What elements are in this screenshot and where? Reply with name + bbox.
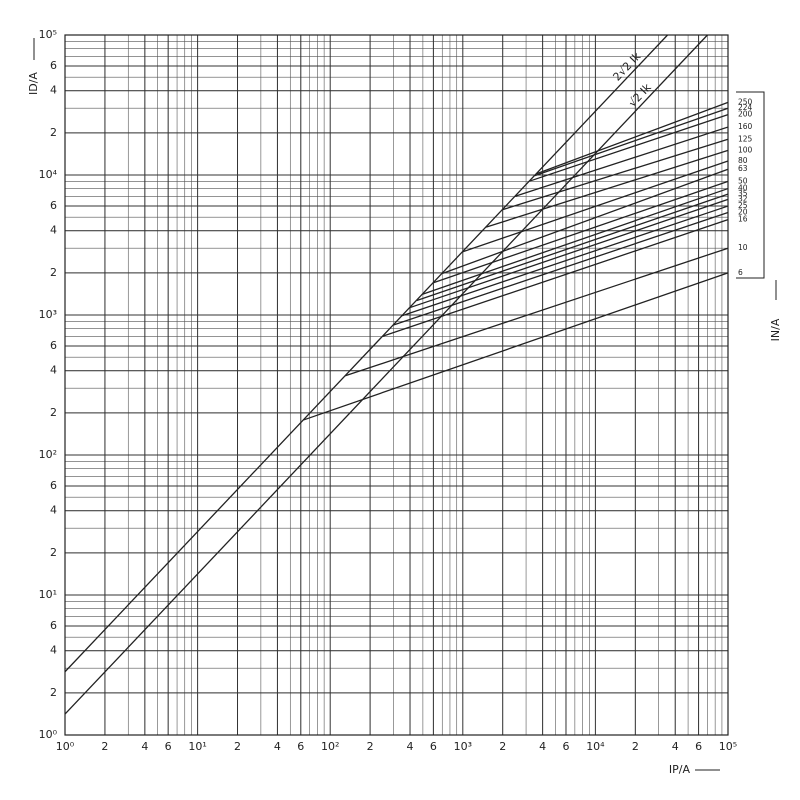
y-tick-label: 2 — [50, 406, 57, 419]
legend-label: 20 — [738, 207, 748, 216]
y-tick-label: 4 — [50, 224, 57, 237]
x-tick-label: 4 — [141, 740, 148, 753]
series-line — [534, 107, 729, 177]
y-tick-label: 6 — [50, 59, 57, 72]
x-tick-label: 10⁵ — [719, 740, 737, 753]
legend-label: 160 — [738, 122, 753, 131]
x-tick-label: 2 — [367, 740, 374, 753]
series-line — [485, 149, 729, 228]
legend-label: 250 — [738, 97, 753, 106]
x-tick-label: 10³ — [454, 740, 472, 753]
series-line — [393, 211, 729, 326]
series-line — [422, 187, 729, 295]
legend-label: 10 — [738, 243, 748, 252]
y2-axis-title: IN/A — [769, 318, 782, 341]
y-tick-label: 2 — [50, 126, 57, 139]
x-tick-label: 6 — [562, 740, 569, 753]
series-line — [303, 272, 729, 421]
y-tick-label: 6 — [50, 479, 57, 492]
series-line — [402, 205, 729, 317]
y-tick-label: 2 — [50, 266, 57, 279]
plot-frame — [64, 34, 729, 736]
x-tick-label: 4 — [274, 740, 281, 753]
series-line — [529, 113, 729, 182]
x-tick-label: 10⁰ — [56, 740, 75, 753]
legend-label: 35 — [738, 189, 748, 198]
legend-label: 25 — [738, 201, 748, 210]
series-line — [502, 138, 729, 211]
legend-label: 50 — [738, 176, 748, 185]
legend-label: 224 — [738, 103, 753, 112]
x-tick-label: 2 — [632, 740, 639, 753]
series-line — [409, 198, 729, 309]
series-line — [442, 168, 729, 275]
series-line — [515, 126, 729, 197]
legend-label: 100 — [738, 145, 753, 154]
series-line — [345, 247, 729, 377]
x-tick-label: 4 — [407, 740, 414, 753]
x-tick-label: 6 — [430, 740, 437, 753]
series-line — [462, 160, 729, 253]
series-line — [64, 34, 708, 715]
y-tick-label: 6 — [50, 619, 57, 632]
series-line — [536, 101, 729, 175]
x-tick-label: 2 — [234, 740, 241, 753]
legend-label: 80 — [738, 156, 748, 165]
y-tick-label: 10¹ — [39, 588, 57, 601]
legend-label: 32 — [738, 194, 748, 203]
x-tick-label: 10¹ — [188, 740, 206, 753]
legend-label: 125 — [738, 134, 753, 143]
y-tick-label: 10³ — [39, 308, 57, 321]
y-tick-label: 10⁰ — [39, 728, 58, 741]
y-tick-label: 6 — [50, 199, 57, 212]
y-tick-label: 4 — [50, 84, 57, 97]
legend-label: 63 — [738, 164, 748, 173]
series-line — [382, 219, 729, 337]
legend-label: 200 — [738, 110, 753, 119]
x-tick-label: 2 — [101, 740, 108, 753]
series-line — [433, 180, 729, 284]
legend-label: 6 — [738, 268, 743, 277]
legend-label: 16 — [738, 215, 748, 224]
y-tick-label: 10⁵ — [39, 28, 57, 41]
y-tick-label: 4 — [50, 364, 57, 377]
x-tick-label: 10² — [321, 740, 339, 753]
y-axis-title: ID/A — [27, 72, 40, 95]
x-tick-label: 4 — [539, 740, 546, 753]
series-line — [64, 34, 669, 673]
legend-label: 40 — [738, 184, 748, 193]
y-tick-label: 4 — [50, 644, 57, 657]
y-tick-label: 6 — [50, 339, 57, 352]
x-tick-label: 6 — [695, 740, 702, 753]
y-tick-label: 10² — [39, 448, 57, 461]
x-axis-title: IP/A — [669, 763, 691, 776]
x-tick-label: 6 — [297, 740, 304, 753]
x-tick-label: 10⁴ — [586, 740, 605, 753]
y-tick-label: 10⁴ — [39, 168, 58, 181]
y-tick-label: 4 — [50, 504, 57, 517]
y-tick-label: 2 — [50, 686, 57, 699]
bracket — [736, 91, 765, 279]
x-tick-label: 6 — [165, 740, 172, 753]
y-tick-label: 2 — [50, 546, 57, 559]
series-line — [416, 193, 729, 302]
x-tick-label: 2 — [499, 740, 506, 753]
x-tick-label: 4 — [672, 740, 679, 753]
